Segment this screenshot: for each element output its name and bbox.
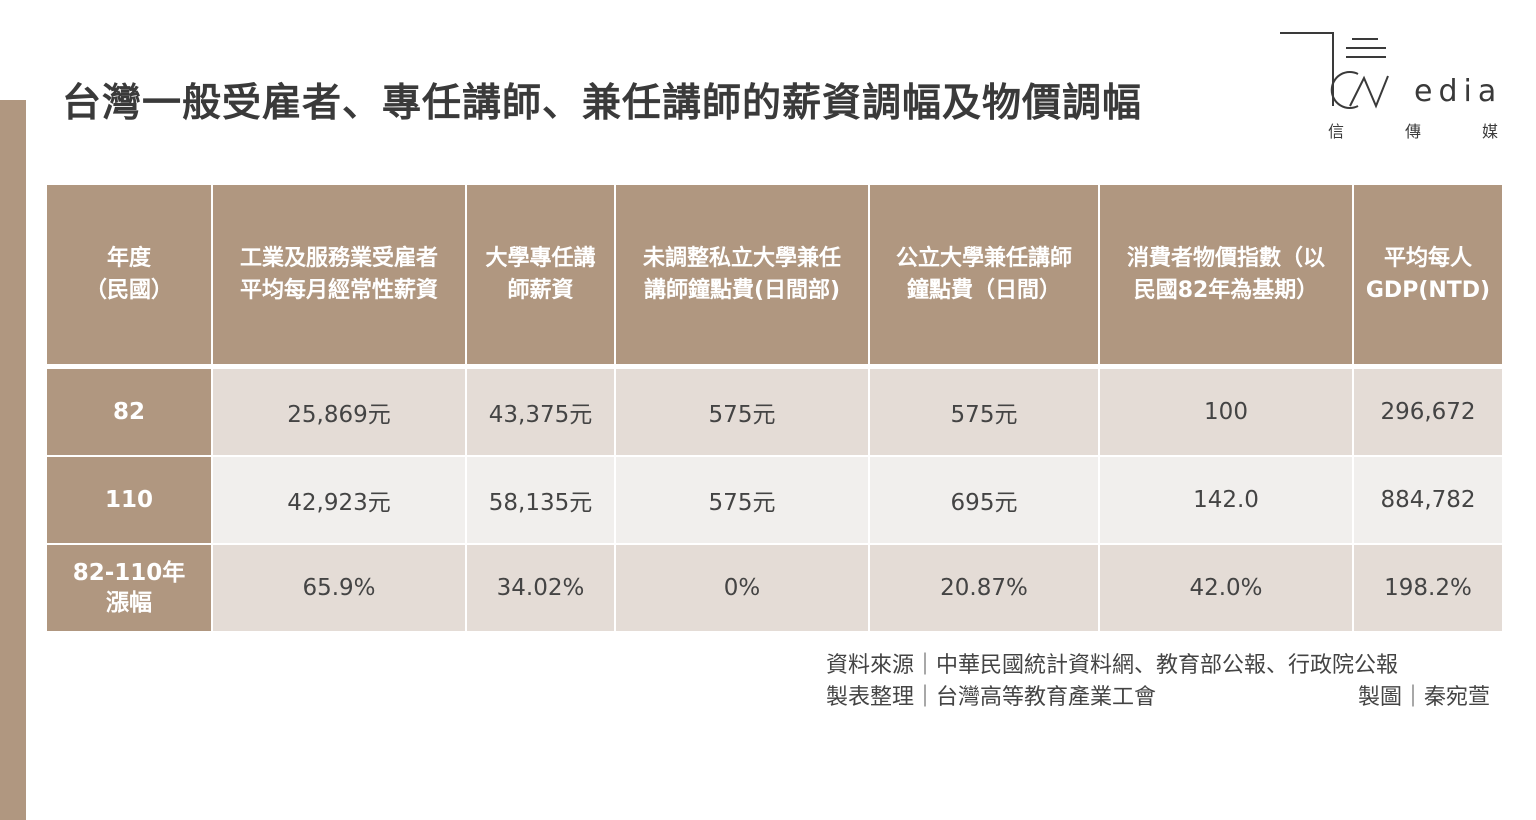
column-header: 平均每人 GDP(NTD) [1353,185,1502,369]
source-note: 資料來源｜中華民國統計資料網、教育部公報、行政院公報 製表整理｜台灣高等教育產業… [826,650,1490,714]
table-cell: 142.0 [1099,456,1354,545]
logo-wordmark: edia [1414,74,1503,109]
logo-sub-char: 信 [1328,122,1345,141]
row-header: 110 [47,456,213,545]
column-header: 公立大學兼任講師 鐘點費（日間） [869,185,1100,369]
table-cell: 296,672 [1353,366,1502,457]
table-row: 82-110年 漲幅 65.9% 34.02% 0% 20.87% 42.0% 1… [47,544,1502,633]
chart-credit: 製圖｜秦宛萱 [1357,685,1490,710]
table-cell: 20.87% [869,544,1100,633]
column-header: 大學專任講 師薪資 [466,185,616,369]
table-row: 110 42,923元 58,135元 575元 695元 142.0 884,… [47,456,1502,545]
logo-sub-char: 媒 [1481,122,1498,141]
row-header: 82 [47,366,213,457]
credits-line: 製表整理｜台灣高等教育產業工會 製圖｜秦宛萱 [826,682,1490,714]
table-cell: 58,135元 [466,456,616,545]
source-line: 資料來源｜中華民國統計資料網、教育部公報、行政院公報 [826,653,1399,678]
table-cell: 65.9% [212,544,467,633]
table-row: 82 25,869元 43,375元 575元 575元 100 296,672 [47,366,1502,457]
media-logo: edia 信 傳 媒 [1274,26,1504,146]
table-cell: 575元 [615,456,870,545]
table-header-row: 年度 （民國） 工業及服務業受雇者 平均每月經常性薪資 大學專任講 師薪資 未調整私立… [47,185,1502,369]
column-header: 年度 （民國） [47,185,213,369]
table-cell: 42.0% [1099,544,1354,633]
table-cell: 25,869元 [212,366,467,457]
logo-corner-mark [1280,32,1334,106]
table-cell: 0% [615,544,870,633]
left-accent-bar [0,100,26,820]
salary-table: 年度 （民國） 工業及服務業受雇者 平均每月經常性薪資 大學專任講 師薪資 未調整私立… [47,185,1502,633]
logo-sub-char: 傳 [1404,122,1421,141]
table-cell: 695元 [869,456,1100,545]
row-header: 82-110年 漲幅 [47,544,213,633]
table-cell: 42,923元 [212,456,467,545]
table-cell: 884,782 [1353,456,1502,545]
logo-lines-mark [1346,38,1386,65]
logo-subtitle: 信 傳 媒 [1328,118,1498,142]
table-cell: 43,375元 [466,366,616,457]
logo-cm-mark [1330,71,1389,109]
table-cell: 100 [1099,366,1354,457]
column-header: 未調整私立大學兼任 講師鐘點費(日間部) [615,185,870,369]
column-header: 工業及服務業受雇者 平均每月經常性薪資 [212,185,467,369]
page-title: 台灣一般受雇者、專任講師、兼任講師的薪資調幅及物價調幅 [62,81,1143,126]
table-cell: 575元 [615,366,870,457]
table-credit: 製表整理｜台灣高等教育產業工會 [826,685,1157,710]
table-cell: 575元 [869,366,1100,457]
table-cell: 198.2% [1353,544,1502,633]
column-header: 消費者物價指數（以 民國82年為基期） [1099,185,1354,369]
table-cell: 34.02% [466,544,616,633]
